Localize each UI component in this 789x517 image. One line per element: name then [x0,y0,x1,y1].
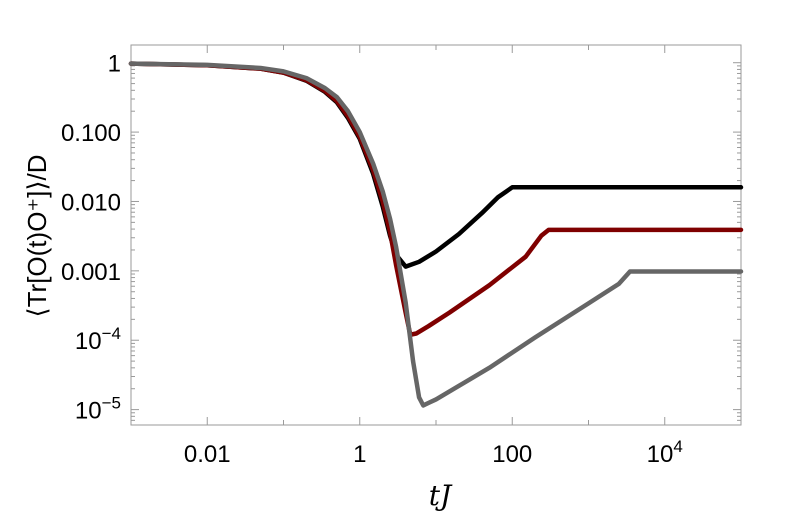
tick-marks [130,45,742,426]
series-layer [128,61,744,408]
y-tick-label: 0.100 [61,120,121,147]
y-axis-title: ⟨Tr[O(t)O⁺]⟩/D [22,154,52,317]
series-line-2 [128,61,744,337]
y-tick-label: 0.010 [61,189,121,216]
x-tick-labels: 0.01 1 100 104 [184,437,683,468]
series-line-3 [128,61,744,408]
plot-frame [130,44,742,426]
y-tick-label: 10−5 [75,394,121,425]
x-tick-label: 1 [353,441,366,468]
x-tick-label: 100 [492,441,532,468]
series-line-1 [128,61,744,269]
y-tick-label: 0.001 [61,259,121,286]
x-tick-label: 0.01 [184,441,231,468]
y-tick-label: 10−4 [75,324,121,355]
y-tick-label: 1 [108,51,121,78]
y-tick-labels: 1 0.100 0.010 0.001 10−4 10−5 [61,51,121,425]
x-axis-title: tJ [429,479,453,512]
x-tick-label: 104 [647,437,683,468]
